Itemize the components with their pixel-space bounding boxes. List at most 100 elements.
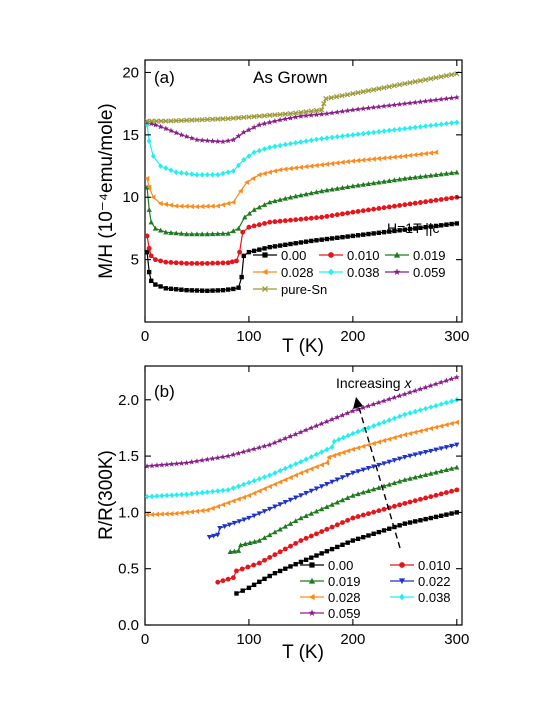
b-series-0019-marker [293,518,299,524]
a-series-0028-marker [371,156,376,162]
a-series-0019-marker [178,230,185,236]
a-series-0019-marker [313,189,320,195]
b-series-0028-marker [168,511,174,517]
a-series-0019-marker [183,231,190,237]
a-series-000-marker [205,288,210,294]
a-series-0019-marker [355,182,361,188]
b-series-0059-marker [209,455,216,462]
b-series-0028-marker [350,446,356,452]
a-series-0028-marker [282,166,288,172]
a-series-0059-marker [313,111,320,118]
b-series-0059-marker [251,445,258,452]
b-series-0019-marker [287,521,294,526]
b-series-0022-marker [412,452,418,458]
a-series-0028-marker [402,153,408,159]
a-series-pureSn-marker [215,116,221,122]
a-legend-marker [393,268,401,275]
a-series-0010-marker [392,203,397,209]
a-series-0059-marker [443,95,450,102]
b-series-0038-marker [169,492,175,499]
b-series-0019-marker [329,501,335,507]
a-series-000-marker [392,228,397,234]
b-series-0028-marker [303,468,309,474]
b-series-0028-marker [194,508,200,514]
a-series-0028-marker [339,159,345,165]
a-series-0059-marker [266,119,273,125]
b-series-0010-marker [376,508,382,514]
b-series-0028-marker [256,488,262,494]
b-series-0010-marker [230,575,236,581]
b-series-0019-marker [371,486,377,492]
a-xtick-label: 300 [444,328,469,345]
a-series-0010 [145,194,460,266]
a-series-0010-marker [350,209,356,215]
a-series-000-marker [340,234,345,240]
a-series-0059-marker [157,123,164,130]
a-series-000-marker [153,282,158,287]
a-series-0038-marker [350,131,356,138]
b-series-0019-marker [277,526,283,532]
panel-b-legend: 0.00 0.010 0.019 0.022 0.028 0.038 0.059 [300,558,451,621]
b-series-0022-marker [448,443,455,449]
b-series-000-marker [355,536,361,542]
a-series-0028-marker [189,203,194,210]
b-series-000-marker [376,529,382,535]
a-series-pureSn-marker [422,77,429,83]
a-series-0019-marker [303,191,309,197]
b-series-0038-marker [194,490,200,497]
a-series-000-marker [231,286,236,292]
b-series-0019-marker [272,529,278,535]
a-legend-item: 0.010 [319,248,380,263]
b-xtick-label: 200 [340,631,365,648]
b-series-0028-marker [376,439,382,445]
a-series-000-marker [418,225,423,231]
panel-b: 0 100 200 300 0.0 0.5 1.0 1.5 2.0 (b) Increasing… [96,365,469,663]
a-series-pureSn-marker [376,86,382,92]
a-series-0038-marker [433,122,439,128]
b-series-0028-marker [443,422,449,428]
b-series-0010-marker [319,529,325,534]
panel-a-frame [144,59,463,323]
b-series-0022-marker [277,502,283,508]
a-series-0010-marker [386,204,392,210]
b-series-0010-marker [350,515,356,521]
b-series-0028-marker [261,486,267,492]
b-series-0010-marker [215,579,221,585]
a-series-0038-marker [184,170,189,177]
a-series-0028-marker [313,162,319,169]
a-legend-label: 0.010 [347,248,380,263]
b-series-0038-marker [355,428,361,435]
b-series-0028-marker [448,420,454,427]
b-series-0038-marker [298,458,304,465]
b-series-0010-marker [282,546,288,552]
b-series-0022-marker [334,477,340,483]
a-series-0059-marker [391,101,398,108]
a-series-0038-marker [334,133,340,140]
b-series-0038-marker [145,493,150,500]
a-series-0010-marker [298,216,304,222]
a-series-0028-marker [237,188,243,194]
b-series-000-marker [267,573,272,579]
a-series-000-marker [329,236,335,241]
a-series-0010-marker [246,224,252,230]
a-series-0019-marker [287,194,294,200]
a-series-0010-marker [449,195,455,201]
a-series-0019-marker [454,169,460,175]
b-series-0019-marker [360,489,366,495]
b-series-000-marker [319,551,324,556]
a-series-000-marker [173,287,179,292]
b-series-000-marker [246,585,252,591]
a-series-000-marker [210,288,215,293]
a-series-pureSn-marker [396,82,403,88]
b-series-0019-marker [428,470,434,476]
b-series-0019-marker [412,474,418,480]
a-series-0010-marker [148,253,154,259]
b-series-0022-marker [226,522,233,528]
a-series-pureSn-marker [267,112,273,118]
a-series-0038-marker [262,146,267,152]
a-series-pureSn-marker [412,79,418,85]
a-series-000-marker [449,221,454,227]
a-series-0059-marker [329,109,336,116]
a-series-pureSn-marker [323,96,329,102]
b-ytick-label: 0.5 [118,561,139,578]
